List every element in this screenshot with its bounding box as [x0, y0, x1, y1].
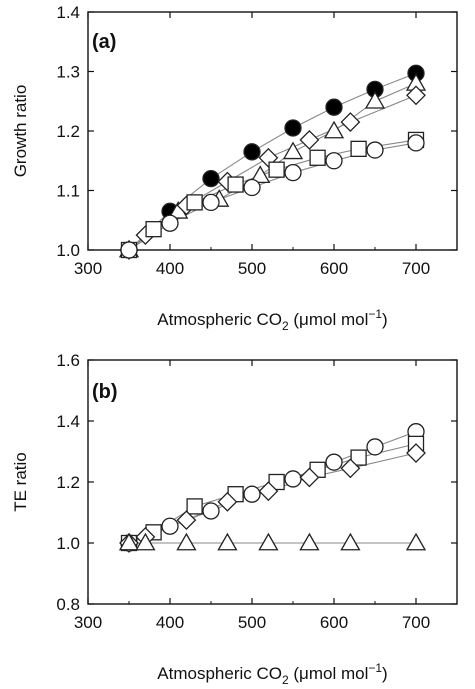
panel-a-series-open-circle-point-6	[366, 141, 384, 159]
panel-a-series-open-triangle-point-5	[323, 120, 345, 139]
panel-a-series-open-diamond-point-7	[406, 85, 426, 106]
panel-b-x-tick-label: 700	[402, 613, 430, 632]
panel-a-series-filled-circle-point-2	[202, 169, 220, 188]
panel-b-series-open-triangle-point-0	[118, 532, 140, 551]
panel-b-x-tick-label: 300	[74, 613, 102, 632]
panel-a-series-open-triangle-point-6	[364, 90, 386, 109]
panel-b: 300 400 500 600 700 0.8 1.0 1.2 1.4 1.6 (b) TE rati…	[11, 351, 458, 687]
panel-b-x-tick-label: 600	[320, 613, 348, 632]
panel-b-label: (b)	[92, 381, 118, 403]
panel-b-series-open-triangle-point-2	[176, 532, 197, 551]
panel-b-y-tick-label: 1.0	[56, 534, 80, 553]
panel-a-series-open-square-point-5	[309, 149, 326, 166]
panel-b-series-open-diamond-point-4	[258, 481, 279, 502]
panel-b-series-open-diamond-point-6	[340, 458, 361, 479]
panel-b-y-tick-label: 1.6	[56, 351, 80, 370]
panel-b-series-open-square-point-6	[350, 449, 367, 466]
panel-a-x-tick-label: 300	[74, 259, 102, 278]
panel-a-series-filled-circle-point-5	[325, 98, 343, 116]
panel-a-y-axis-title: Growth ratio	[11, 85, 30, 178]
panel-a-x-tick-label: 600	[320, 259, 348, 278]
panel-b-series-open-triangle-point-6	[340, 532, 361, 551]
panel-a-series-open-circle-point-4	[284, 163, 302, 182]
panel-a-series-open-diamond-point-5	[299, 130, 320, 150]
panel-a-x-tick-label: 700	[402, 259, 430, 278]
panel-a-series-open-circle-point-7	[407, 134, 425, 152]
panel-a-x-axis-title: Atmospheric CO2 (μmol mol−1)	[157, 307, 387, 333]
panel-a-series-open-square-point-3	[227, 176, 244, 193]
panel-b-series-open-triangle-point-4	[258, 532, 279, 551]
panel-a-x-tick-label: 400	[156, 259, 184, 278]
panel-a-series-open-triangle-point-4	[282, 141, 304, 160]
panel-b-series-open-triangle-markers	[118, 532, 427, 551]
panel-a-series-open-diamond-point-6	[340, 112, 361, 132]
panel-b-y-axis-title: TE ratio	[11, 452, 30, 512]
panel-b-series-open-diamond-point-7	[406, 443, 426, 463]
panel-a-series-open-circle-point-1	[161, 214, 179, 232]
panel-b-series-open-diamond-point-5	[299, 467, 320, 488]
panel-a-series-filled-circle-point-4	[284, 119, 302, 137]
panel-a-series-open-square-point-6	[350, 140, 367, 158]
panel-a-y-tick-label: 1.2	[56, 122, 80, 141]
panel-a-series-open-circle-markers	[120, 134, 425, 259]
panel-b-series-open-circle-point-2	[202, 502, 220, 520]
panel-b-series-open-square-point-2	[186, 498, 203, 515]
panel-a-series-open-triangle-point-3	[250, 165, 271, 184]
panel-b-series-open-circle-point-1	[161, 517, 179, 535]
panel-a-series-open-square-point-2	[186, 194, 203, 211]
panel-a-x-tick-label: 500	[238, 259, 266, 278]
panel-a-series-open-circle-point-0	[120, 241, 138, 259]
panel-a-y-tick-label: 1.4	[56, 3, 80, 22]
panel-a-series-filled-circle-point-3	[243, 143, 261, 161]
panel-a-y-tick-label: 1.0	[56, 241, 80, 260]
panel-a: 300 400 500 600 700 1.0 1.1 1.2 1.3 1.4 (a) Growth …	[11, 3, 458, 333]
panel-b-series-open-circle-point-6	[366, 438, 384, 456]
panel-b-series-open-triangle-point-3	[217, 532, 238, 551]
panel-b-y-tick-label: 1.4	[56, 412, 80, 431]
panel-a-y-tick-label: 1.1	[56, 182, 80, 201]
panel-b-series-open-circle-point-5	[325, 453, 343, 471]
panel-b-series-open-triangle-point-7	[405, 532, 427, 551]
panel-b-series-open-diamond-markers	[119, 443, 426, 553]
panel-b-series-open-diamond-point-2	[176, 510, 197, 531]
panel-b-x-axis-title: Atmospheric CO2 (μmol mol−1)	[157, 661, 387, 687]
panel-b-series-open-triangle-point-5	[299, 532, 320, 551]
panel-b-y-tick-label: 0.8	[56, 595, 80, 614]
panel-b-series-open-circle-point-4	[284, 470, 302, 488]
panel-a-plot-frame	[87, 11, 458, 251]
panel-a-series-open-square-point-4	[268, 161, 285, 178]
panel-b-x-tick-label: 400	[156, 613, 184, 632]
panel-a-series-open-circle-point-5	[325, 152, 343, 170]
panel-b-series-open-circle-point-3	[243, 485, 261, 503]
panel-b-series-open-diamond-point-3	[217, 491, 238, 512]
panel-a-series-open-square-point-1	[145, 221, 162, 238]
panel-b-x-tick-label: 500	[238, 613, 266, 632]
panel-b-series-open-triangle-point-1	[135, 532, 156, 551]
panel-b-y-tick-label: 1.2	[56, 473, 80, 492]
panel-a-series-open-circle-point-2	[202, 193, 220, 212]
panel-a-y-tick-label: 1.3	[56, 63, 80, 82]
panel-a-series-open-circle-point-3	[243, 178, 261, 197]
panel-a-label: (a)	[92, 31, 116, 53]
